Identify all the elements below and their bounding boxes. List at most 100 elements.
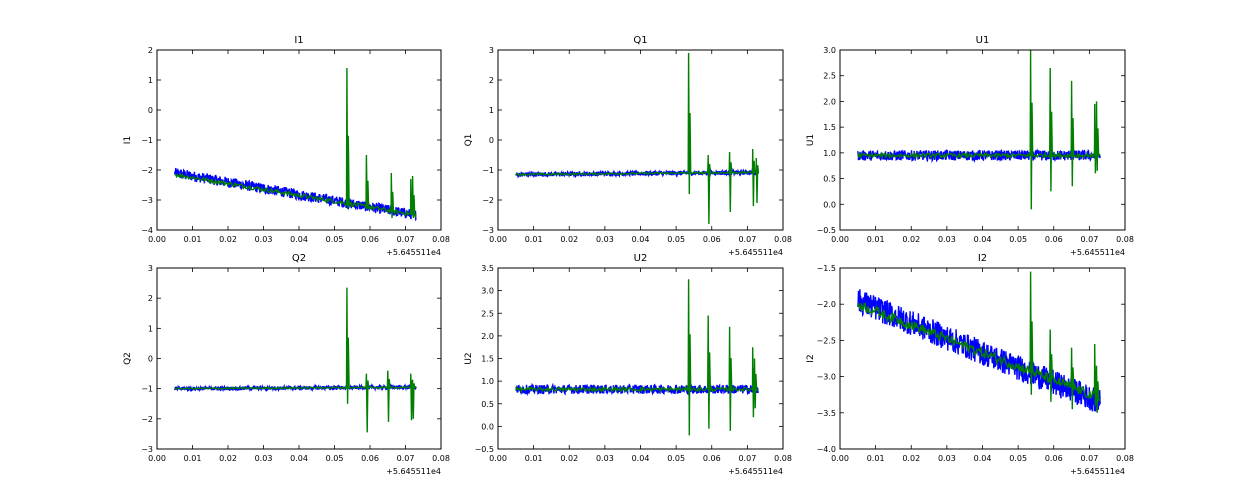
y-tick-label: −2.5: [817, 336, 836, 345]
series-green-line: [857, 50, 1101, 210]
y-axis-label: I2: [806, 354, 816, 362]
x-offset-label: +5.645511e4: [728, 248, 783, 257]
x-tick-label: 0.00: [148, 235, 166, 244]
x-tick-label: 0.01: [184, 454, 202, 463]
x-tick-label: 0.08: [1116, 454, 1134, 463]
y-tick-label: 2.5: [481, 309, 494, 318]
x-tick-label: 0.00: [489, 454, 507, 463]
y-tick-label: 3: [489, 46, 494, 55]
x-tick-label: 0.00: [489, 235, 507, 244]
y-tick-label: −3.5: [817, 409, 836, 418]
series-green-line: [515, 52, 760, 225]
y-tick-label: 0.0: [823, 200, 836, 209]
y-axis-label: U2: [464, 352, 474, 364]
plot-area: [515, 279, 759, 436]
x-tick-label: 0.03: [938, 454, 956, 463]
x-tick-label: 0.05: [1009, 235, 1027, 244]
y-tick-label: 2.5: [823, 72, 836, 81]
x-tick-label: 0.04: [290, 454, 308, 463]
y-axis-label: I1: [123, 136, 133, 144]
x-tick-label: 0.04: [632, 235, 650, 244]
x-tick-label: 0.00: [148, 454, 166, 463]
x-tick-label: 0.07: [1080, 235, 1098, 244]
y-tick-label: −1: [482, 166, 494, 175]
x-tick-label: 0.05: [1009, 454, 1027, 463]
y-tick-label: −2: [141, 415, 153, 424]
y-tick-label: 1: [489, 106, 494, 115]
x-tick-label: 0.03: [596, 235, 614, 244]
y-tick-label: 0.5: [481, 400, 494, 409]
x-tick-label: 0.04: [632, 454, 650, 463]
x-tick-label: 0.08: [1116, 235, 1134, 244]
y-tick-label: 0.0: [481, 422, 494, 431]
y-tick-label: 1: [148, 76, 153, 85]
x-tick-label: 0.08: [774, 235, 792, 244]
y-tick-label: −4: [141, 226, 153, 235]
y-tick-label: 0.5: [823, 175, 836, 184]
y-tick-label: 0: [148, 355, 153, 364]
x-tick-label: 0.02: [219, 454, 237, 463]
x-tick-label: 0.01: [525, 454, 543, 463]
y-tick-label: 3: [148, 264, 153, 273]
chart-title: U1: [976, 35, 990, 46]
axes-frame: [497, 49, 784, 231]
x-tick-label: 0.02: [560, 235, 578, 244]
series-green-line: [174, 67, 417, 219]
chart-panel-q2: 0.00 0.01 0.02 0.03 0.04 0.05 0.06 0.07 0.08 −3 −2…: [123, 253, 450, 476]
chart-title: U2: [634, 253, 648, 264]
y-tick-label: 1.5: [823, 123, 836, 132]
x-tick-label: 0.04: [290, 235, 308, 244]
x-tick-label: 0.00: [831, 454, 849, 463]
x-tick-label: 0.06: [361, 454, 379, 463]
y-axis-label: U1: [806, 134, 816, 146]
y-tick-label: 1.0: [481, 377, 494, 386]
series-green-line: [174, 287, 417, 433]
y-tick-label: 1.5: [481, 355, 494, 364]
x-offset-label: +5.645511e4: [386, 248, 441, 257]
x-tick-label: 0.03: [596, 454, 614, 463]
plot-area: [515, 52, 760, 225]
series-blue-line: [174, 167, 417, 221]
y-tick-label: −2: [482, 196, 494, 205]
y-tick-label: 3.0: [481, 287, 494, 296]
y-tick-label: −0.5: [475, 445, 494, 454]
x-tick-label: 0.03: [938, 235, 956, 244]
chart-panel-q1: 0.00 0.01 0.02 0.03 0.04 0.05 0.06 0.07 0.08 −3 −2…: [464, 35, 792, 257]
x-offset-label: +5.645511e4: [386, 467, 441, 476]
y-tick-label: −3: [141, 196, 153, 205]
y-tick-label: −1: [141, 385, 153, 394]
x-tick-label: 0.05: [667, 454, 685, 463]
x-tick-label: 0.04: [974, 235, 992, 244]
chart-title: Q1: [633, 35, 647, 46]
y-tick-label: 2: [148, 294, 153, 303]
axes-frame: [497, 267, 784, 450]
y-axis-label: Q2: [123, 352, 133, 365]
chart-panel-i2: 0.00 0.01 0.02 0.03 0.04 0.05 0.06 0.07 0.08 −4.0…: [806, 253, 1134, 476]
x-tick-label: 0.05: [326, 235, 344, 244]
y-tick-label: 2.0: [481, 332, 494, 341]
x-tick-label: 0.07: [397, 235, 415, 244]
series-green-line: [857, 271, 1101, 413]
chart-panel-u2: 0.00 0.01 0.02 0.03 0.04 0.05 0.06 0.07 0.08 −0.5…: [464, 253, 792, 476]
x-tick-label: 0.08: [432, 235, 450, 244]
x-tick-label: 0.01: [867, 454, 885, 463]
y-tick-label: 2: [489, 76, 494, 85]
y-axis-label: Q1: [464, 134, 474, 147]
axes-frame: [156, 49, 442, 231]
y-tick-label: −4.0: [817, 445, 836, 454]
y-tick-label: −3: [141, 445, 153, 454]
chart-title: I2: [978, 253, 987, 264]
x-tick-label: 0.02: [902, 235, 920, 244]
y-tick-label: −1: [141, 136, 153, 145]
plot-area: [857, 50, 1101, 210]
x-tick-label: 0.08: [774, 454, 792, 463]
x-tick-label: 0.00: [831, 235, 849, 244]
y-tick-label: 2.0: [823, 97, 836, 106]
y-tick-label: 3.5: [481, 264, 494, 273]
x-tick-label: 0.07: [397, 454, 415, 463]
x-tick-label: 0.08: [432, 454, 450, 463]
y-tick-label: 0: [489, 136, 494, 145]
x-tick-label: 0.06: [361, 235, 379, 244]
chart-panel-u1: 0.00 0.01 0.02 0.03 0.04 0.05 0.06 0.07 0.08 −0.5…: [806, 35, 1134, 257]
